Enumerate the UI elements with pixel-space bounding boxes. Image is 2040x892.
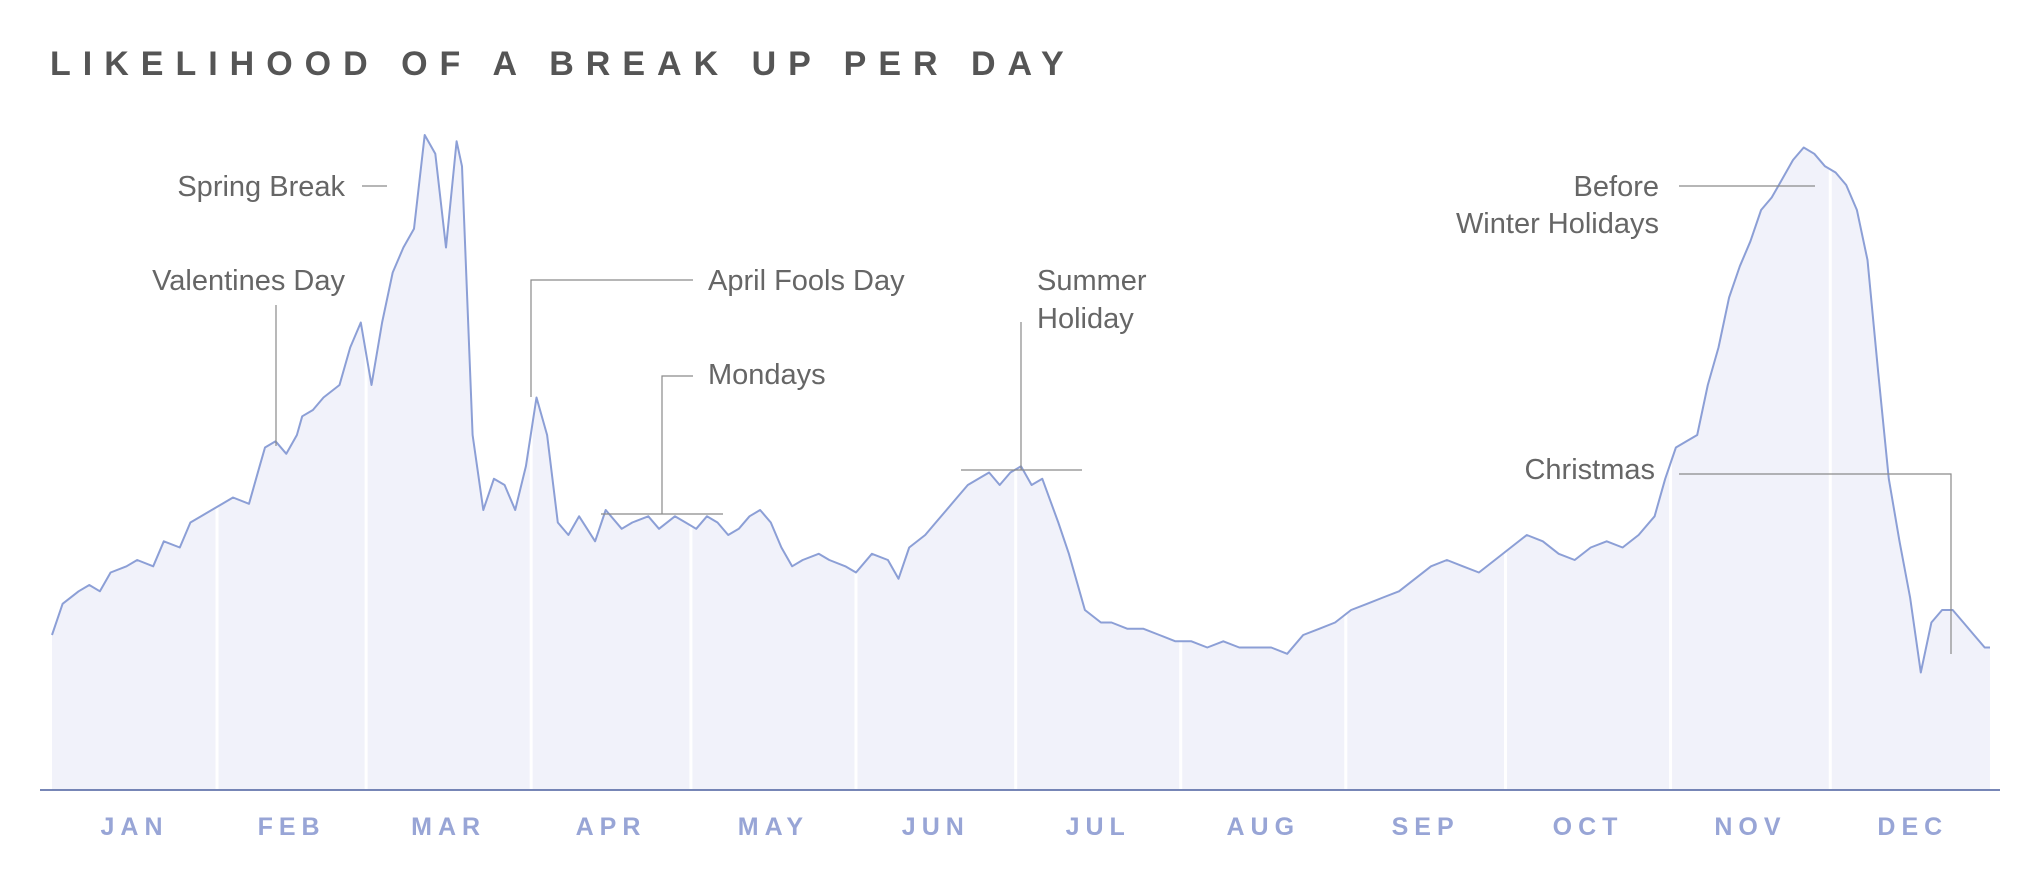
month-label-feb: FEB [258, 813, 326, 841]
month-label-dec: DEC [1877, 813, 1948, 841]
month-label-mar: MAR [411, 813, 486, 841]
month-label-sep: SEP [1392, 813, 1460, 841]
annotation-mondays-leader [661, 375, 693, 514]
month-label-apr: APR [576, 813, 647, 841]
month-separators [215, 125, 1832, 789]
annotation-valentines-day: Valentines Day [152, 265, 345, 297]
month-label-jul: JUL [1066, 813, 1131, 841]
month-labels: JAN FEB MAR APR MAY JUN JUL AUG SEP OCT NOV DEC [101, 813, 1948, 841]
annotation-april-fools-day: April Fools Day [708, 265, 905, 297]
annotations: Spring Break Valentines Day April Fools … [152, 171, 1952, 654]
month-label-may: MAY [738, 813, 809, 841]
annotation-before-winter-holidays-line1: Before [1574, 171, 1659, 203]
chart-title: LIKELIHOOD OF A BREAK UP PER DAY [50, 45, 1076, 83]
month-label-aug: AUG [1226, 813, 1300, 841]
annotation-christmas-leader [1679, 473, 1952, 654]
month-label-oct: OCT [1553, 813, 1624, 841]
month-label-nov: NOV [1714, 813, 1786, 841]
annotation-summer-holiday-line2: Holiday [1037, 303, 1134, 335]
annotation-summer-holiday-line1: Summer [1037, 265, 1147, 297]
annotation-spring-break: Spring Break [177, 171, 345, 203]
plot-area [51, 125, 1990, 790]
month-label-jan: JAN [101, 813, 169, 841]
annotation-christmas: Christmas [1524, 454, 1655, 486]
month-label-jun: JUN [902, 813, 970, 841]
series-line [51, 134, 1990, 674]
annotation-before-winter-holidays-line2: Winter Holidays [1456, 208, 1659, 240]
annotation-mondays: Mondays [708, 359, 826, 391]
annotation-april-fools-day-leader [530, 279, 693, 397]
